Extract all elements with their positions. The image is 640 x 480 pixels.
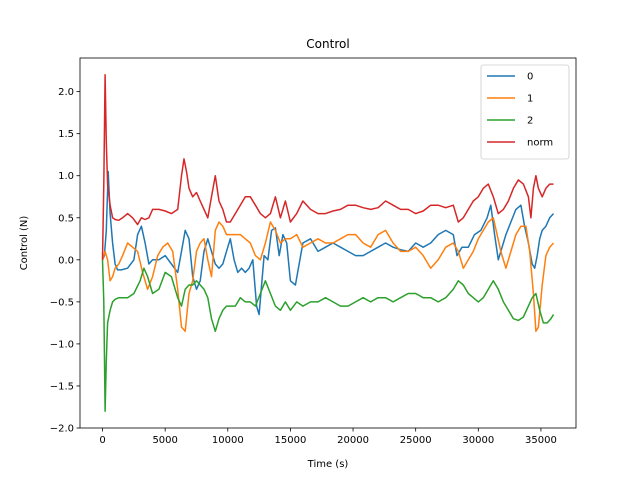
y-tick-label: 2.0 — [58, 87, 74, 98]
y-tick-label: −1.5 — [50, 381, 74, 392]
series-line-2 — [101, 259, 555, 412]
series-layer — [101, 74, 555, 412]
legend-label: 1 — [527, 94, 533, 105]
y-tick-label: 0.5 — [58, 213, 74, 224]
x-tick-label: 35000 — [525, 435, 557, 446]
x-axis-label: Time (s) — [307, 459, 349, 470]
x-axis: 0 5000 10000 15000 20000 25000 30000 35000 — [99, 428, 557, 446]
y-axis: −2.0 −1.5 −1.0 −0.5 0.0 0.5 1.0 1.5 2.0 — [50, 87, 80, 435]
x-tick-label: 30000 — [462, 435, 494, 446]
x-tick-label: 25000 — [400, 435, 432, 446]
y-axis-label: Control (N) — [19, 216, 30, 271]
legend-label: norm — [527, 138, 553, 149]
legend: 0 1 2 norm — [480, 64, 570, 160]
series-line-norm — [101, 74, 554, 260]
series-line-0 — [101, 170, 555, 316]
x-tick-label: 15000 — [275, 435, 307, 446]
plot-frame — [79, 57, 577, 429]
x-tick-label: 20000 — [337, 435, 369, 446]
x-tick-label: 0 — [99, 435, 105, 446]
y-tick-label: −1.0 — [50, 339, 74, 350]
legend-box — [480, 64, 570, 160]
x-tick-label: 5000 — [152, 435, 177, 446]
y-tick-label: −2.0 — [50, 424, 74, 435]
y-tick-label: −0.5 — [50, 297, 74, 308]
legend-label: 0 — [527, 72, 533, 83]
y-tick-label: 1.0 — [58, 171, 74, 182]
legend-label: 2 — [527, 116, 533, 127]
series-line-1 — [101, 217, 555, 333]
chart-title: Control — [306, 37, 349, 51]
x-tick-label: 10000 — [212, 435, 244, 446]
y-tick-label: 1.5 — [58, 129, 74, 140]
y-tick-label: 0.0 — [58, 255, 74, 266]
